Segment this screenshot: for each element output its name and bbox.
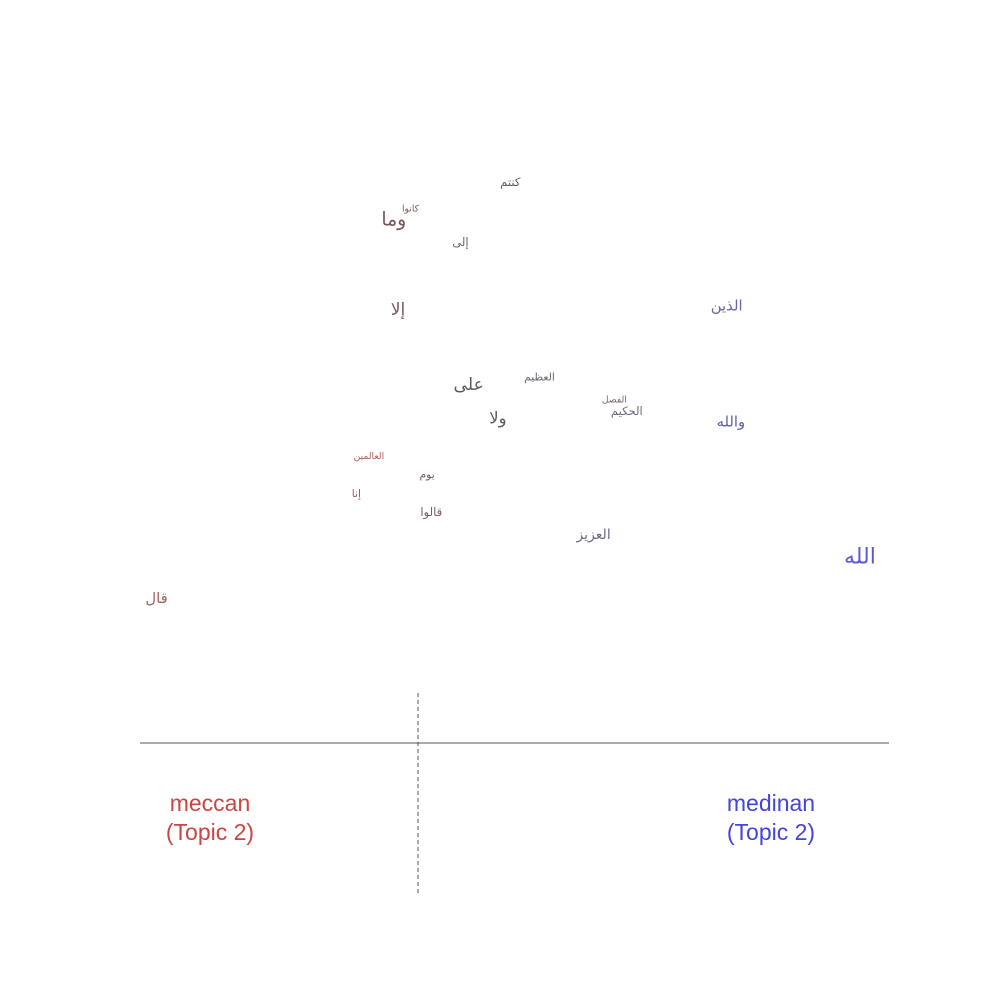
word-point: الحكيم (611, 404, 643, 418)
word-point: كانوا (402, 203, 420, 214)
word-point: والله (717, 414, 746, 431)
word-point: العظيم (524, 371, 555, 384)
meccan-pole-topic: (Topic 2) (166, 819, 254, 845)
word-point: قال (145, 590, 167, 607)
word-point: كنتم (500, 175, 521, 189)
word-point: يوم (419, 468, 434, 481)
word-point: إلا (391, 300, 406, 320)
word-points: الله قال العزيز قالوا إنا يوم العالمين والله ولا… (145, 175, 875, 607)
word-point: العزيز (575, 527, 610, 543)
word-point: وما (381, 210, 406, 231)
medinan-pole-name: medinan (727, 790, 815, 816)
meccan-pole-name: meccan (170, 790, 251, 816)
word-point: ولا (489, 408, 506, 428)
medinan-pole-topic: (Topic 2) (727, 819, 815, 845)
word-point: على (454, 375, 484, 395)
word-point: الفصل (602, 395, 627, 406)
word-point: قالوا (420, 505, 442, 520)
word-point: العالمين (354, 451, 384, 462)
word-point: إنا (352, 487, 361, 500)
word-point: الذين (711, 297, 743, 314)
word-point: إلى (452, 235, 468, 249)
word-point: الله (844, 545, 876, 570)
